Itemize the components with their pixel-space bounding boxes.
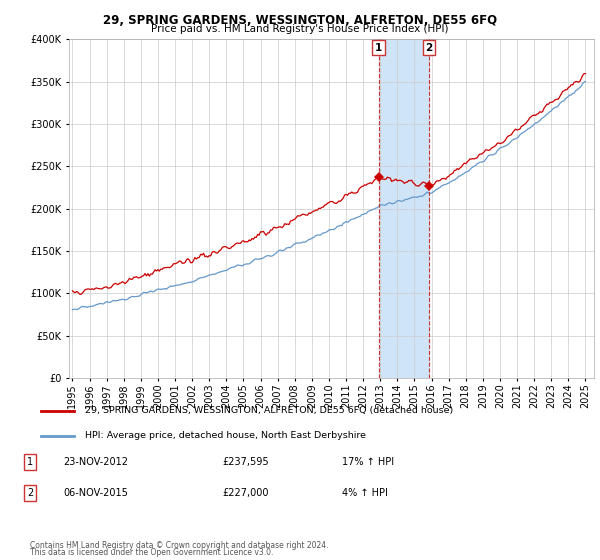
Text: £227,000: £227,000 bbox=[222, 488, 269, 498]
Text: Contains HM Land Registry data © Crown copyright and database right 2024.: Contains HM Land Registry data © Crown c… bbox=[30, 541, 329, 550]
Text: 2: 2 bbox=[27, 488, 33, 498]
Text: 1: 1 bbox=[27, 457, 33, 467]
Text: HPI: Average price, detached house, North East Derbyshire: HPI: Average price, detached house, Nort… bbox=[85, 431, 366, 440]
Text: 23-NOV-2012: 23-NOV-2012 bbox=[63, 457, 128, 467]
Text: Price paid vs. HM Land Registry's House Price Index (HPI): Price paid vs. HM Land Registry's House … bbox=[151, 24, 449, 34]
Text: 2: 2 bbox=[425, 43, 433, 53]
Text: 06-NOV-2015: 06-NOV-2015 bbox=[63, 488, 128, 498]
Text: This data is licensed under the Open Government Licence v3.0.: This data is licensed under the Open Gov… bbox=[30, 548, 274, 557]
Text: 4% ↑ HPI: 4% ↑ HPI bbox=[342, 488, 388, 498]
Text: 29, SPRING GARDENS, WESSINGTON, ALFRETON, DE55 6FQ (detached house): 29, SPRING GARDENS, WESSINGTON, ALFRETON… bbox=[85, 407, 454, 416]
Text: £237,595: £237,595 bbox=[222, 457, 269, 467]
Text: 1: 1 bbox=[375, 43, 382, 53]
Text: 29, SPRING GARDENS, WESSINGTON, ALFRETON, DE55 6FQ: 29, SPRING GARDENS, WESSINGTON, ALFRETON… bbox=[103, 14, 497, 27]
Text: 17% ↑ HPI: 17% ↑ HPI bbox=[342, 457, 394, 467]
Bar bbox=[379, 39, 429, 378]
